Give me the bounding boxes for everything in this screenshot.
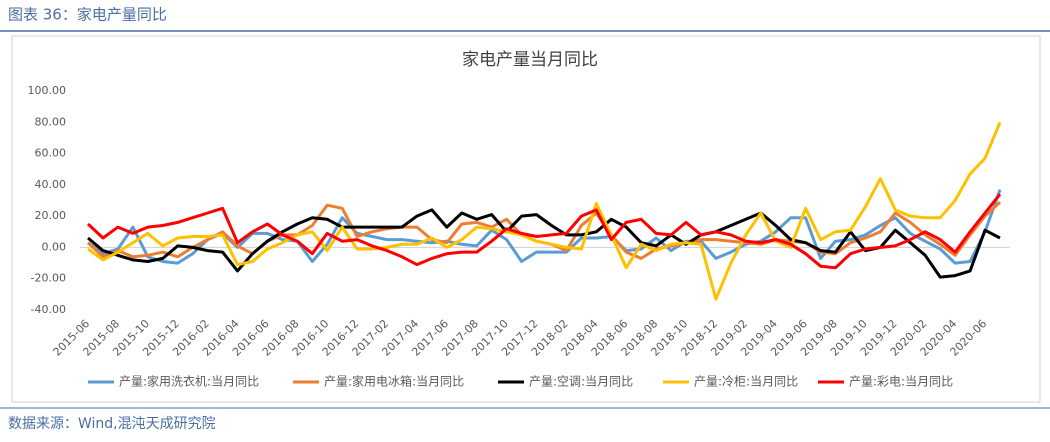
y-tick-label: 0.00	[42, 240, 67, 253]
legend-label: 产量:冷柜:当月同比	[694, 375, 798, 389]
series-line	[86, 193, 1002, 270]
y-tick-label: 40.00	[35, 178, 67, 191]
figure-source: 数据来源：Wind,混沌天成研究院	[8, 416, 216, 432]
y-tick-label: -20.00	[31, 272, 66, 285]
y-tick-label: -40.00	[31, 303, 66, 316]
chart-frame	[11, 35, 1041, 403]
legend-label: 产量:彩电:当月同比	[849, 375, 953, 389]
figure-header: 图表 36：家电产量同比	[8, 6, 167, 24]
series-line	[87, 121, 1002, 301]
legend-label: 产量:家用洗衣机:当月同比	[119, 374, 259, 389]
y-tick-label: 20.00	[35, 209, 67, 222]
legend-label: 产量:家用电冰箱:当月同比	[324, 374, 464, 389]
series-line	[87, 208, 1001, 279]
series-line	[87, 189, 1002, 265]
legend-label: 产量:空调:当月同比	[529, 375, 633, 389]
y-tick-label: 60.00	[35, 147, 67, 160]
chart-title: 家电产量当月同比	[462, 50, 598, 70]
y-tick-label: 100.00	[28, 84, 67, 97]
y-tick-label: 80.00	[35, 115, 67, 128]
